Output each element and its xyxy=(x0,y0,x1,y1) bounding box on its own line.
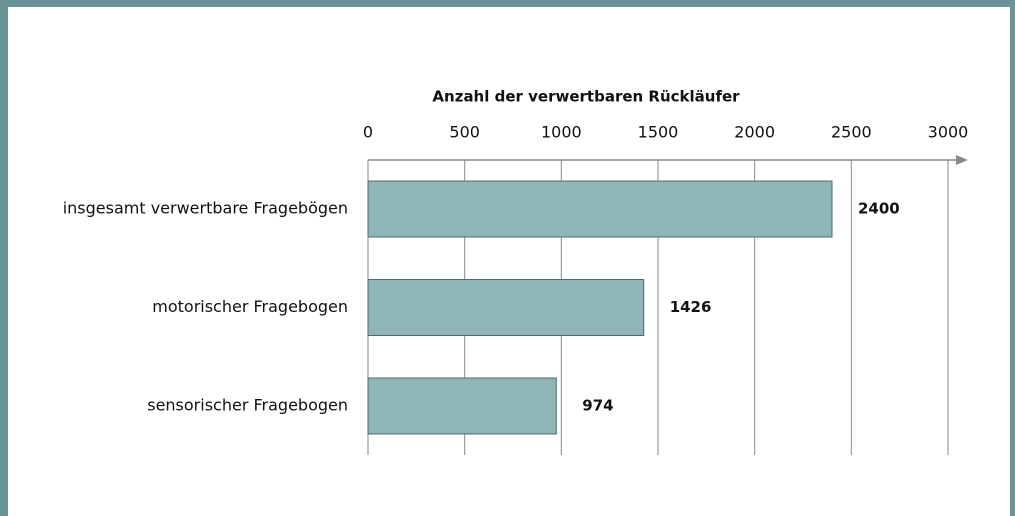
chart-title: Anzahl der verwertbaren Rückläufer xyxy=(432,88,740,106)
bar xyxy=(367,180,833,238)
value-label: 2400 xyxy=(858,200,900,218)
panel xyxy=(8,7,1010,516)
bar xyxy=(367,279,645,336)
bar xyxy=(367,377,557,435)
x-tick-label: 2500 xyxy=(831,123,872,142)
y-tick-label: motorischer Fragebogen xyxy=(152,297,348,316)
x-tick-label: 1000 xyxy=(541,123,582,142)
y-tick-label: sensorischer Fragebogen xyxy=(147,396,348,415)
axis-arrow xyxy=(956,155,968,165)
x-tick-label: 500 xyxy=(449,123,480,142)
value-label: 974 xyxy=(582,397,613,415)
x-tick-label: 3000 xyxy=(928,123,969,142)
y-tick-label: insgesamt verwertbare Fragebögen xyxy=(63,199,348,218)
x-tick-label: 2000 xyxy=(734,123,775,142)
x-tick-label: 0 xyxy=(363,123,373,142)
value-label: 1426 xyxy=(670,298,712,316)
x-tick-label: 1500 xyxy=(638,123,679,142)
